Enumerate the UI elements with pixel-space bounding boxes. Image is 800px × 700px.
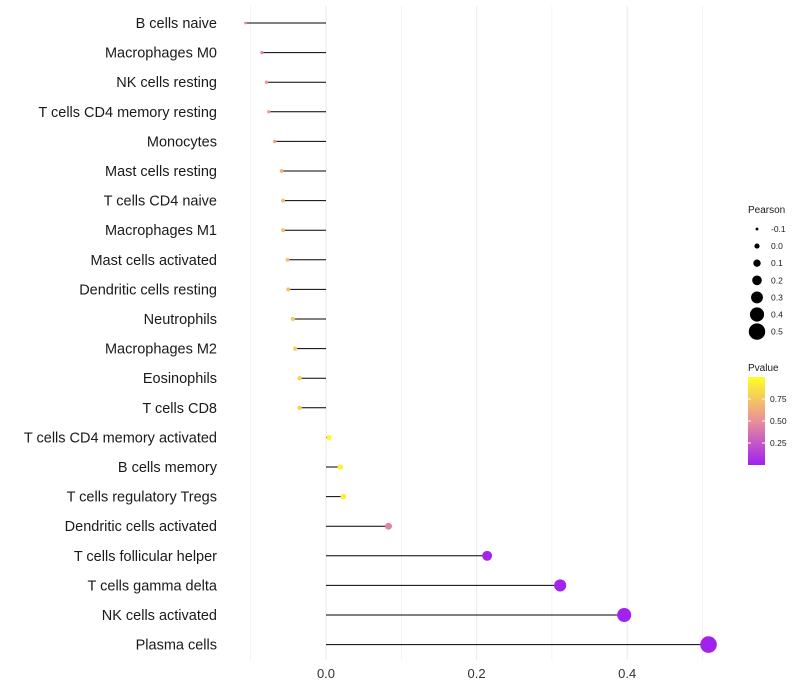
point-b-cells-naive <box>244 21 247 25</box>
y-label-macrophages-m2: Macrophages M2 <box>105 342 217 358</box>
point-t-cells-cd4-naive <box>281 198 285 203</box>
y-label-mast-cells-activated: Mast cells activated <box>90 253 217 269</box>
grid-lines <box>250 6 703 660</box>
y-label-plasma-cells: Plasma cells <box>136 638 217 654</box>
size-legend-key <box>749 307 765 322</box>
y-label-t-cells-cd4-naive: T cells CD4 naive <box>104 194 217 210</box>
point-macrophages-m0 <box>260 51 264 55</box>
y-label-eosinophils: Eosinophils <box>143 371 217 387</box>
point-t-cells-cd8 <box>297 405 302 410</box>
point-dendritic-cells-activated <box>385 522 392 530</box>
pearson-size-legend: Pearson -0.1 0.0 0.1 0.2 0.3 0.4 0.5 <box>748 205 786 340</box>
point-b-cells-memory <box>337 464 344 470</box>
y-label-t-cells-cd8: T cells CD8 <box>142 401 217 417</box>
color-legend-label: 0.50 <box>770 416 787 426</box>
point-t-cells-cd4-memory-resting <box>267 110 271 114</box>
y-axis-labels: B cells naive Macrophages M0 NK cells rest… <box>24 16 218 654</box>
y-label-monocytes: Monocytes <box>147 134 217 150</box>
size-legend-key <box>755 227 759 231</box>
size-legend-label: 0.5 <box>771 327 783 337</box>
point-macrophages-m2 <box>293 346 298 351</box>
y-label-nk-cells-resting: NK cells resting <box>116 75 217 91</box>
point-macrophages-m1 <box>281 228 285 233</box>
size-legend-key <box>752 275 762 286</box>
point-t-cells-follicular-helper <box>482 550 493 561</box>
color-legend-label: 0.75 <box>770 394 787 404</box>
y-label-t-cells-cd4-memory-activated: T cells CD4 memory activated <box>24 430 217 446</box>
point-dendritic-cells-resting <box>286 287 291 292</box>
lollipop-points <box>244 21 717 653</box>
y-label-neutrophils: Neutrophils <box>144 312 217 328</box>
point-eosinophils <box>297 376 302 381</box>
y-label-t-cells-gamma-delta: T cells gamma delta <box>88 578 218 594</box>
y-label-nk-cells-activated: NK cells activated <box>102 608 217 624</box>
y-label-t-cells-regulatory-tregs: T cells regulatory Tregs <box>67 490 217 506</box>
point-plasma-cells <box>700 636 717 653</box>
size-legend-label: 0.0 <box>771 241 783 251</box>
size-legend-label: 0.3 <box>771 292 783 302</box>
size-legend-title: Pearson <box>748 205 785 216</box>
color-legend-bar <box>748 377 765 465</box>
x-tick-label: 0.0 <box>317 666 335 681</box>
size-legend-key <box>748 323 766 340</box>
point-monocytes <box>273 139 277 144</box>
y-label-macrophages-m0: Macrophages M0 <box>105 46 217 62</box>
point-mast-cells-activated <box>285 257 290 262</box>
x-axis-tick-labels: 0.0 0.2 0.4 <box>317 666 636 681</box>
x-tick-label: 0.2 <box>468 666 486 681</box>
y-label-t-cells-follicular-helper: T cells follicular helper <box>74 549 217 565</box>
size-legend-label: 0.2 <box>771 275 783 285</box>
point-t-cells-regulatory-tregs <box>340 493 347 500</box>
point-t-cells-gamma-delta <box>554 579 567 592</box>
pvalue-color-legend: Pvalue 0.75 0.50 0.25 <box>748 363 787 465</box>
color-legend-label: 0.25 <box>770 438 787 448</box>
y-label-dendritic-cells-resting: Dendritic cells resting <box>79 282 217 298</box>
size-legend-key <box>753 259 761 267</box>
point-nk-cells-resting <box>264 80 269 84</box>
y-label-b-cells-memory: B cells memory <box>118 460 218 476</box>
y-label-mast-cells-resting: Mast cells resting <box>105 164 217 180</box>
size-legend-key <box>754 243 760 249</box>
point-mast-cells-resting <box>279 169 284 173</box>
x-tick-label: 0.4 <box>618 666 636 681</box>
point-t-cells-cd4-memory-activated <box>326 434 332 441</box>
point-nk-cells-activated <box>617 607 632 623</box>
y-label-b-cells-naive: B cells naive <box>136 16 217 32</box>
size-legend-key <box>751 291 763 304</box>
y-label-macrophages-m1: Macrophages M1 <box>105 223 217 239</box>
y-label-dendritic-cells-activated: Dendritic cells activated <box>65 519 217 535</box>
size-legend-label: -0.1 <box>771 224 786 234</box>
size-legend-label: 0.4 <box>771 310 783 320</box>
color-legend-title: Pvalue <box>748 363 779 374</box>
y-label-t-cells-cd4-memory-resting: T cells CD4 memory resting <box>38 105 217 121</box>
point-neutrophils <box>290 316 295 322</box>
size-legend-label: 0.1 <box>771 258 783 268</box>
